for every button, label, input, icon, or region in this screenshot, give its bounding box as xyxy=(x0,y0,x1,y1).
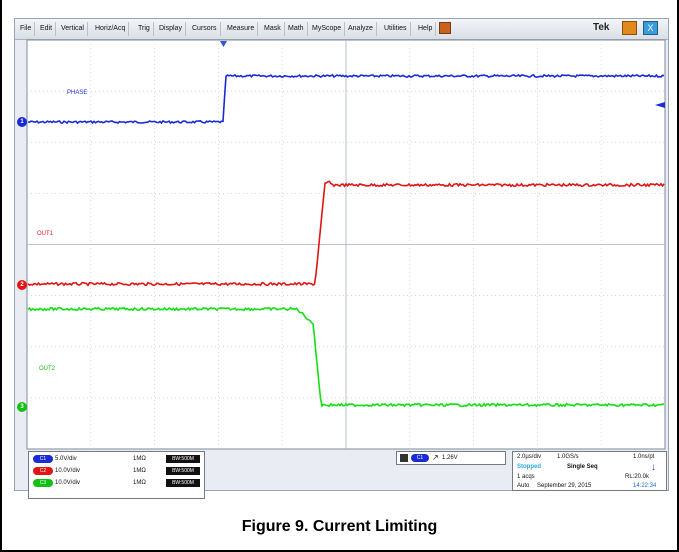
ch3-settings-row[interactable]: C3 10.0V/div 1MΩ BW:500M xyxy=(33,477,203,489)
ch3-impedance: 1MΩ xyxy=(133,480,146,486)
waveform-display xyxy=(26,39,666,450)
ch1-scale: 5.0V/div xyxy=(55,456,77,462)
acq-mode: Single Seq xyxy=(567,464,598,470)
menu-mask[interactable]: Mask xyxy=(261,22,285,36)
ch1-phase-trace xyxy=(27,73,665,125)
ch1-ground-marker[interactable]: 1 xyxy=(17,117,27,127)
trigger-auto: Auto xyxy=(517,483,530,489)
phase-label: PHASE xyxy=(67,90,88,96)
out2-label: OUT2 xyxy=(39,366,56,372)
down-arrow-icon: ↓ xyxy=(651,462,656,473)
ch3-out2-trace xyxy=(27,306,665,408)
menu-cursors[interactable]: Cursors xyxy=(189,22,221,36)
ch3-badge: C3 xyxy=(33,479,53,487)
trigger-settings-panel[interactable]: C1 ↗ 1.26V xyxy=(396,451,506,465)
ch1-impedance: 1MΩ xyxy=(133,456,146,462)
out1-label: OUT1 xyxy=(37,231,54,237)
acquisition-panel[interactable]: 2.0µs/div 1.0GS/s 1.0ns/pt Stopped Singl… xyxy=(512,451,667,491)
resolution: 1.0ns/pt xyxy=(633,454,655,460)
graticule-center-axes xyxy=(27,40,665,449)
menu-display[interactable]: Display xyxy=(156,22,186,36)
tek-logo: Tek xyxy=(593,22,610,33)
ch2-scale: 10.0V/div xyxy=(55,468,81,474)
sample-rate: 1.0GS/s xyxy=(557,454,579,460)
app-menu-icon[interactable] xyxy=(439,22,451,34)
ch2-bandwidth: BW:500M xyxy=(166,467,200,475)
menu-measure[interactable]: Measure xyxy=(224,22,259,36)
menu-help[interactable]: Help xyxy=(415,22,437,36)
ch1-settings-row[interactable]: C1 5.0V/div 1MΩ BW:500M xyxy=(33,453,203,465)
oscilloscope-window: File Edit Vertical Horiz/Acq Trig Displa… xyxy=(14,18,669,491)
menu-myscope[interactable]: MyScope xyxy=(309,22,346,36)
rising-edge-icon: ↗ xyxy=(432,453,439,462)
ch1-bandwidth: BW:500M xyxy=(166,455,200,463)
page-frame-left xyxy=(0,0,2,552)
menu-analyze[interactable]: Analyze xyxy=(345,22,377,36)
trigger-level: 1.26V xyxy=(442,455,458,461)
trigger-level-marker xyxy=(655,102,665,108)
close-icon[interactable]: X xyxy=(643,21,658,35)
trigger-source-badge: C1 xyxy=(411,454,429,462)
page-frame-bottom xyxy=(0,550,679,552)
menu-vertical[interactable]: Vertical xyxy=(58,22,88,36)
menu-trig[interactable]: Trig xyxy=(135,22,154,36)
ch3-scale: 10.0V/div xyxy=(55,480,81,486)
timebase: 2.0µs/div xyxy=(517,454,542,460)
menu-utilities[interactable]: Utilities xyxy=(381,22,411,36)
page-frame-right xyxy=(677,0,679,552)
ch2-settings-row[interactable]: C2 10.0V/div 1MΩ BW:500M xyxy=(33,465,203,477)
ch3-ground-marker[interactable]: 3 xyxy=(17,402,27,412)
acq-state: Stopped xyxy=(517,464,541,470)
menu-horiz-acq[interactable]: Horiz/Acq xyxy=(92,22,130,36)
ch2-ground-marker[interactable]: 2 xyxy=(17,280,27,290)
acq-count: 1 acqs xyxy=(517,474,535,480)
menu-file[interactable]: File xyxy=(17,22,36,36)
channel-settings-panel: C1 5.0V/div 1MΩ BW:500M C2 10.0V/div 1MΩ… xyxy=(28,451,205,499)
ch1-badge: C1 xyxy=(33,455,53,463)
trigger-type-icon xyxy=(400,454,408,462)
figure-caption: Figure 9. Current Limiting xyxy=(241,518,438,535)
ch2-impedance: 1MΩ xyxy=(133,468,146,474)
ch2-badge: C2 xyxy=(33,467,53,475)
trigger-position-marker xyxy=(220,41,227,47)
record-length: RL:20.0k xyxy=(625,474,650,480)
acq-date: September 29, 2015 xyxy=(537,483,592,489)
ch3-bandwidth: BW:500M xyxy=(166,479,200,487)
ch2-out1-trace xyxy=(27,180,665,287)
menu-math[interactable]: Math xyxy=(285,22,308,36)
menu-edit[interactable]: Edit xyxy=(37,22,57,36)
minimize-icon[interactable] xyxy=(622,21,637,35)
acq-time: 14:22:34 xyxy=(633,483,657,489)
